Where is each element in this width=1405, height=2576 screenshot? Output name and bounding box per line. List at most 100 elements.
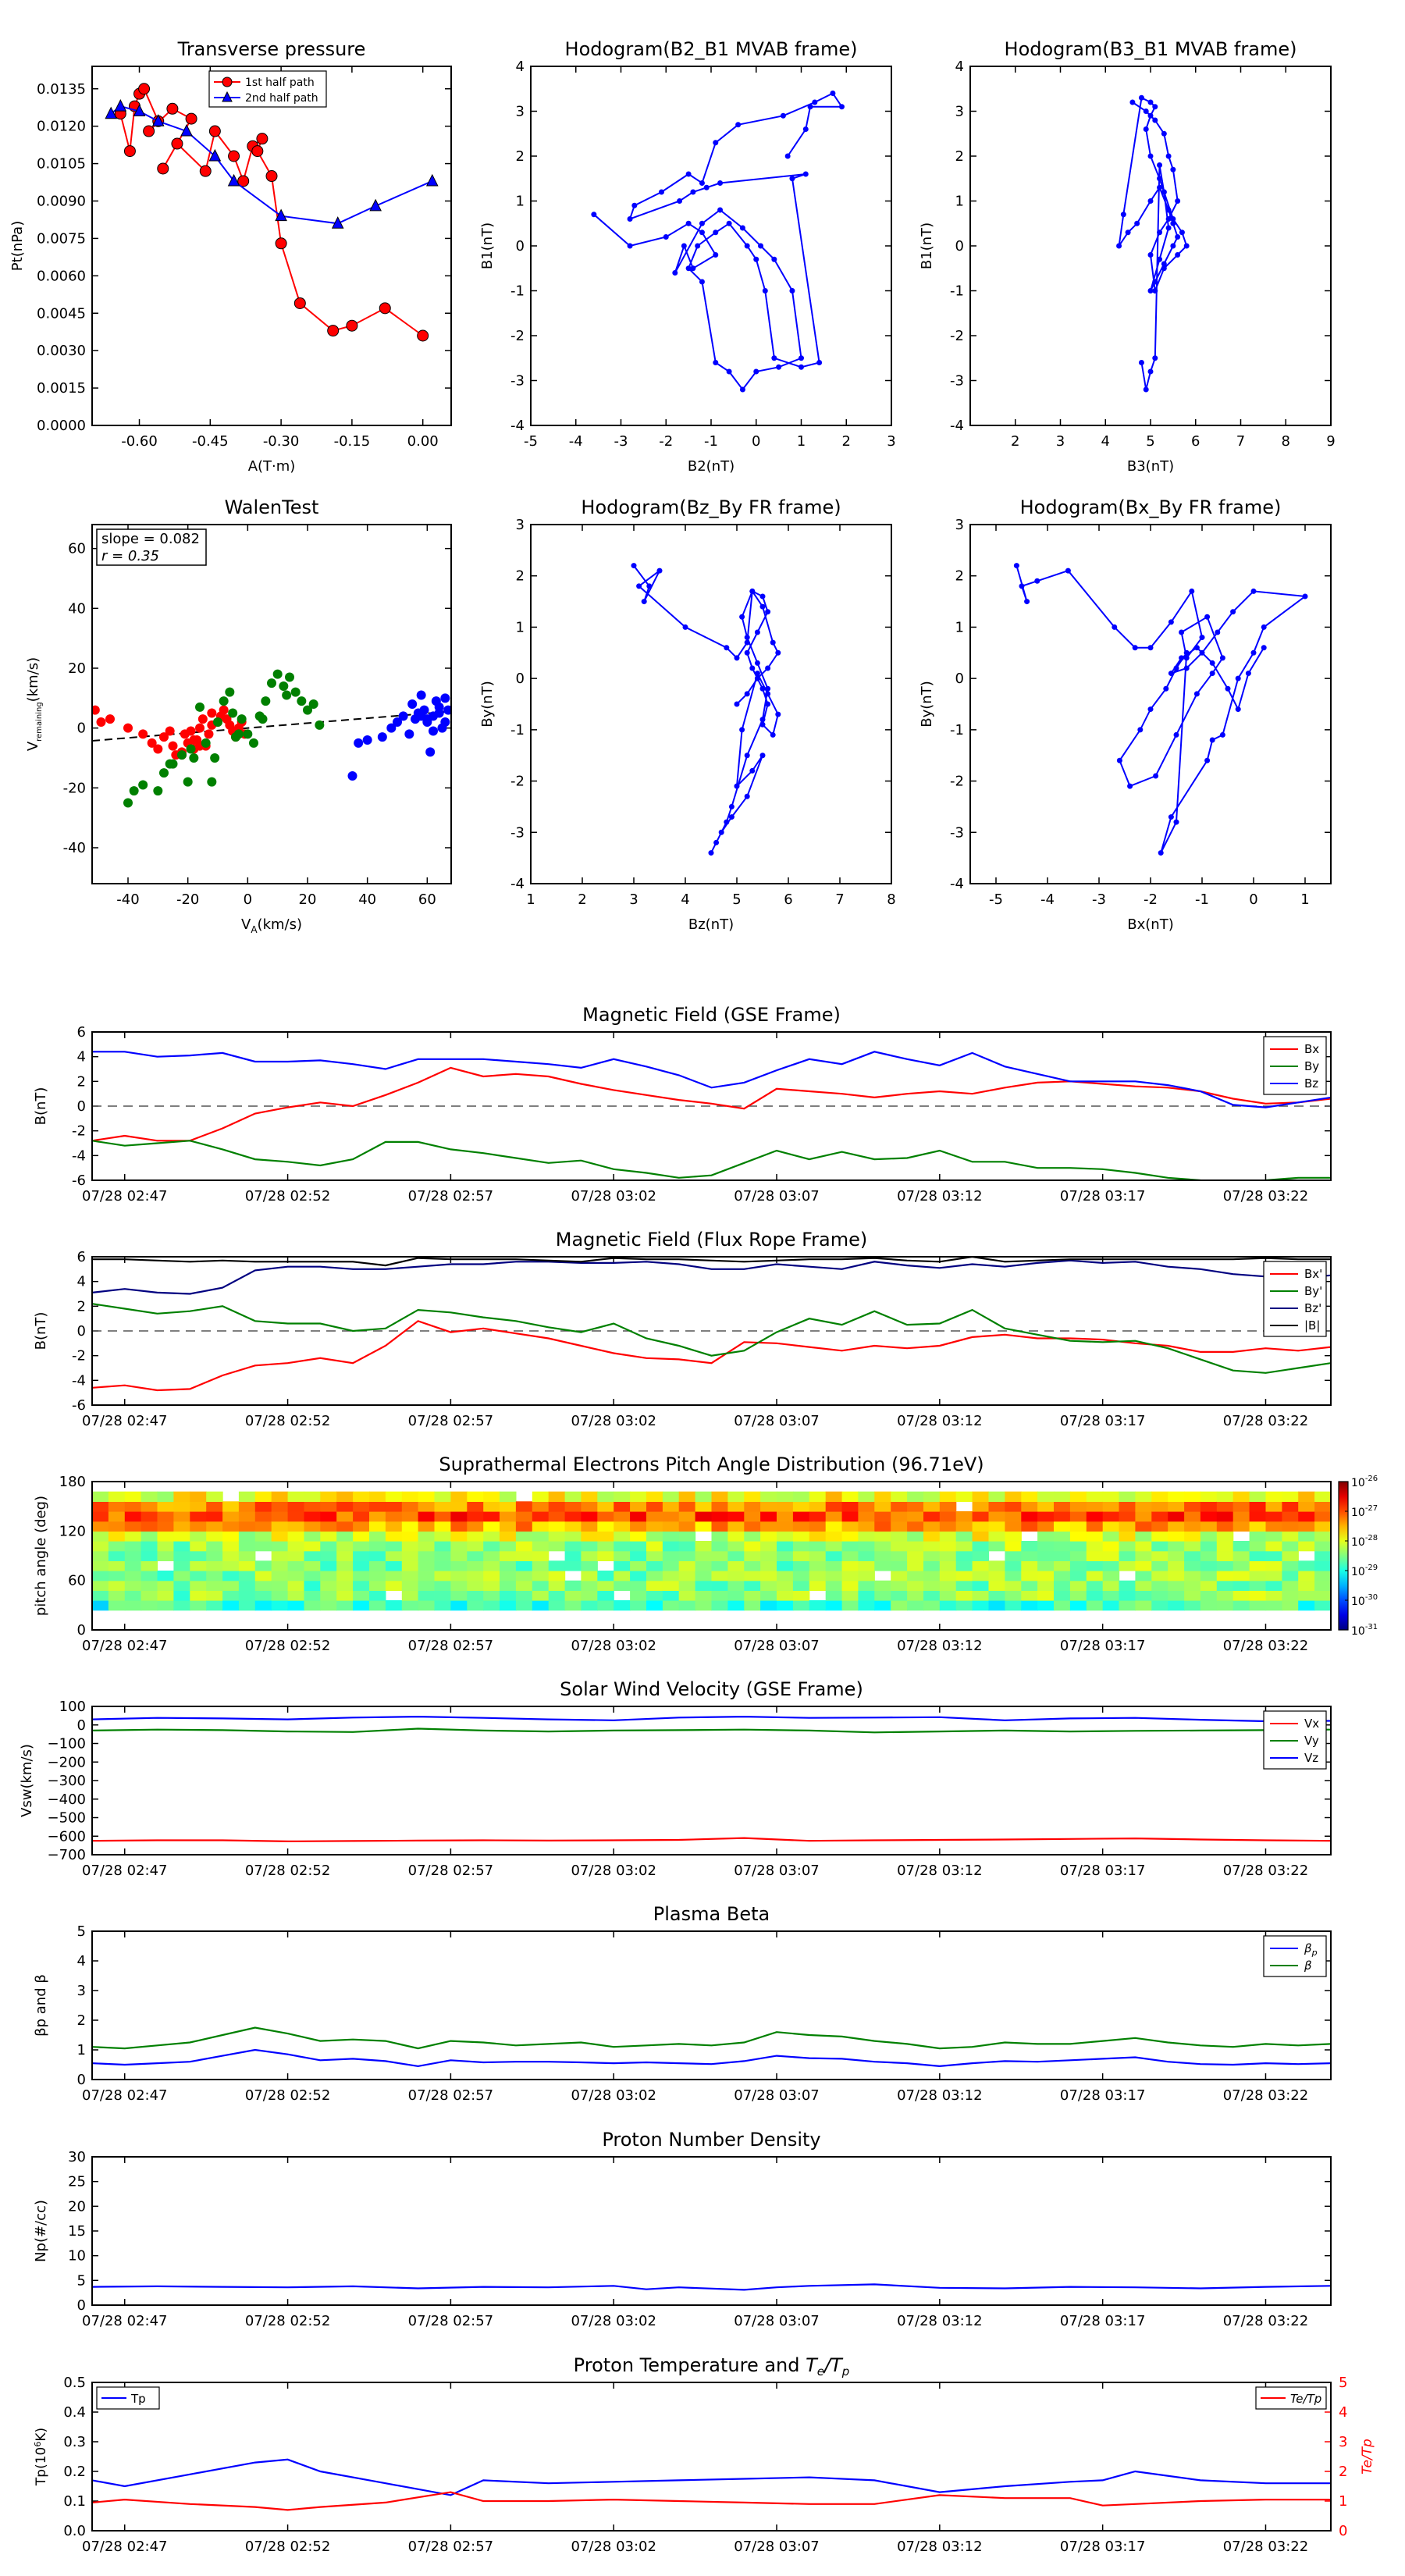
x-tick-label: -0.15 — [334, 433, 371, 450]
heatmap-cell — [500, 1590, 517, 1601]
heatmap-cell — [1021, 1571, 1038, 1582]
heatmap-cell — [108, 1531, 126, 1542]
heatmap-cell — [287, 1571, 305, 1582]
heatmap-cell — [1200, 1521, 1218, 1532]
heatmap-cell — [1102, 1511, 1120, 1522]
series-line — [593, 92, 844, 391]
series-line — [92, 1727, 1331, 1734]
heatmap-cell — [988, 1501, 1005, 1512]
heatmap-cell — [678, 1491, 696, 1502]
data-point — [151, 114, 165, 126]
y-tick-label: 100 — [59, 1699, 86, 1715]
data-point — [717, 180, 724, 186]
heatmap-cell — [662, 1521, 680, 1532]
x-tick-label: 7 — [1236, 433, 1245, 450]
heatmap-cell — [597, 1571, 614, 1582]
heatmap-cell — [792, 1571, 810, 1582]
heatmap-cell — [760, 1531, 777, 1542]
heatmap-cell — [369, 1501, 386, 1512]
data-point — [749, 665, 756, 671]
heatmap-cell — [1005, 1560, 1022, 1571]
y-tick-label: 5 — [77, 1923, 86, 1940]
data-point — [1147, 706, 1154, 713]
y-tick-label: −200 — [48, 1754, 86, 1770]
x-tick-label: 6 — [784, 891, 792, 908]
data-point — [1183, 243, 1190, 249]
heatmap-cell — [287, 1580, 305, 1591]
heatmap-cell — [630, 1580, 647, 1591]
data-point — [799, 355, 804, 361]
heatmap-cell — [581, 1541, 598, 1552]
data-point — [227, 173, 240, 187]
heatmap-cell — [1135, 1580, 1152, 1591]
heatmap-cell — [515, 1600, 533, 1611]
data-point — [754, 629, 760, 635]
y-axis-label: Pt(nPa) — [9, 221, 26, 271]
heatmap-cell — [891, 1531, 908, 1542]
heatmap-cell — [418, 1501, 436, 1512]
axes-frame — [969, 66, 1332, 426]
heatmap-cell — [336, 1501, 354, 1512]
data-point — [347, 771, 357, 781]
heatmap-cell — [1021, 1491, 1038, 1502]
heatmap-cell — [1168, 1571, 1185, 1582]
heatmap-cell — [695, 1550, 713, 1561]
heatmap-cell — [711, 1560, 728, 1571]
data-point — [138, 780, 148, 790]
heatmap-cell — [173, 1501, 190, 1512]
legend-label: Bx' — [1304, 1267, 1322, 1281]
heatmap-cell — [792, 1550, 810, 1561]
heatmap-cell — [173, 1571, 190, 1582]
data-point — [1147, 368, 1154, 375]
heatmap-cells — [92, 1491, 1331, 1611]
data-point — [1157, 229, 1163, 236]
heatmap-cell — [353, 1580, 370, 1591]
heatmap-cell — [727, 1560, 745, 1571]
heatmap-cell — [483, 1580, 500, 1591]
y-tick-label: 0.0120 — [37, 119, 86, 135]
heatmap-cell — [1054, 1600, 1071, 1611]
heatmap-cell — [581, 1560, 598, 1571]
heatmap-cell — [988, 1531, 1005, 1542]
heatmap-cell — [825, 1560, 843, 1571]
plot-area — [631, 563, 781, 856]
heatmap-cell — [320, 1541, 337, 1552]
data-point — [754, 671, 760, 677]
pad-panel: Suprathermal Electrons Pitch Angle Distr… — [33, 1453, 1378, 1654]
heatmap-cell — [891, 1511, 908, 1522]
heatmap-cell — [841, 1531, 859, 1542]
heatmap-cell — [1119, 1521, 1136, 1532]
data-point — [207, 708, 217, 718]
heatmap-cell — [401, 1560, 419, 1571]
heatmap-cell — [1021, 1590, 1038, 1601]
heatmap-cell — [1037, 1571, 1055, 1582]
y2-tick-label: 5 — [1339, 2375, 1347, 2391]
legend-box — [96, 2386, 160, 2410]
heatmap-cell — [483, 1541, 500, 1552]
heatmap-cell — [304, 1550, 321, 1561]
y-tick-label: -6 — [72, 1172, 86, 1189]
heatmap-cell — [662, 1590, 680, 1601]
heatmap-cell — [1086, 1531, 1104, 1542]
heatmap-cell — [320, 1600, 337, 1611]
heatmap-cell — [304, 1511, 321, 1522]
heatmap-cell — [646, 1541, 663, 1552]
heatmap-cell — [988, 1600, 1005, 1611]
data-point — [1138, 94, 1144, 101]
data-point — [631, 563, 637, 569]
data-point — [1250, 649, 1257, 656]
heatmap-cell — [271, 1550, 289, 1561]
heatmap-cell — [1151, 1521, 1168, 1532]
data-point — [1261, 645, 1267, 651]
heatmap-cell — [124, 1560, 142, 1571]
heatmap-cell — [401, 1541, 419, 1552]
heatmap-cell — [1151, 1580, 1168, 1591]
heatmap-cell — [711, 1531, 728, 1542]
x-tick-label: 07/28 03:02 — [571, 2087, 656, 2104]
y-tick-label: -40 — [63, 840, 86, 856]
heatmap-cell — [792, 1511, 810, 1522]
data-point — [1034, 578, 1040, 584]
y-tick-label: -2 — [510, 328, 525, 344]
heatmap-cell — [711, 1590, 728, 1601]
